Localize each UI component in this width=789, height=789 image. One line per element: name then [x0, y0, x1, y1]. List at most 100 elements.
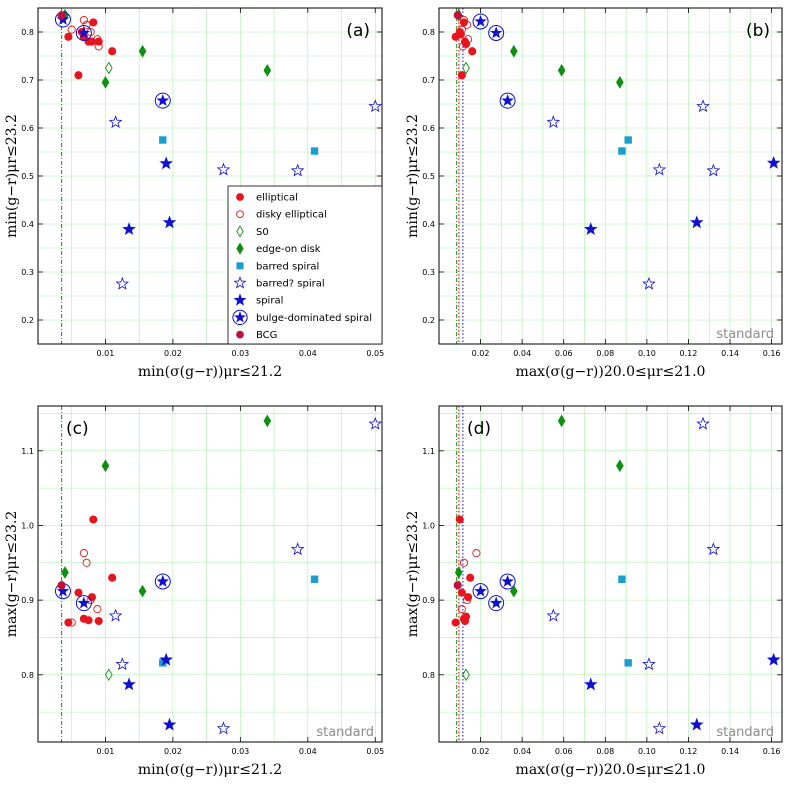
- marker-elliptical: [457, 71, 466, 80]
- marker-barred-spiral: [706, 542, 721, 556]
- marker-barred-spiral: [159, 136, 167, 144]
- marker-bulge-dominated-spiral: [154, 573, 171, 590]
- y-axis-label: min(g−r)μr≤23.2: [4, 114, 20, 238]
- marker-barred-spiral: [310, 575, 319, 583]
- y-tick-label: 1.1: [422, 447, 435, 456]
- marker-bulge-dominated-spiral: [499, 92, 516, 109]
- x-tick-label: 0.04: [299, 747, 317, 756]
- marker-disky-elliptical: [457, 605, 466, 614]
- legend-entry-s0: S0: [236, 225, 269, 238]
- marker-elliptical: [64, 32, 73, 41]
- marker-barred-spiral: [618, 147, 626, 155]
- marker-barred-spiral: [696, 416, 710, 430]
- marker-bulge-dominated-spiral: [472, 583, 489, 600]
- marker-barred-spiral: [624, 136, 632, 144]
- series-disky-elliptical: [67, 549, 102, 627]
- axes-frame: [37, 405, 383, 743]
- marker-disky-elliptical: [472, 549, 481, 558]
- y-tick-label: 0.8: [21, 671, 34, 680]
- marker-spiral: [162, 717, 177, 731]
- series-edge-on-disk: [61, 414, 272, 598]
- marker-s: [104, 61, 113, 75]
- marker-spiral: [766, 155, 781, 169]
- marker-spiral: [583, 222, 598, 236]
- marker-disky-elliptical: [67, 618, 76, 627]
- marker-barred-spiral: [618, 575, 626, 583]
- marker-bulge-dominated-spiral: [75, 24, 92, 41]
- series-bulge-dominated-spiral: [472, 13, 516, 109]
- series-barred-spiral: [546, 99, 721, 290]
- panel-d: 0.02 0.04 0.06 0.08 0.10 0.12 0.14 0.16 0.8 0.9 1.…: [405, 405, 783, 778]
- marker-edge-on-disk: [61, 566, 69, 579]
- series-bcg: [57, 11, 66, 20]
- y-tick-label: 0.8: [21, 28, 34, 37]
- marker-barred-spiral: [652, 162, 667, 176]
- marker-spiral: [159, 156, 173, 170]
- marker-spiral: [689, 717, 704, 731]
- panel-a: 0.01 0.02 0.03 0.04 0.05 0.2 0.3 0.4 0.5 0.6 0.7 0.…: [4, 7, 384, 380]
- x-tick-label: 0.10: [638, 349, 656, 358]
- marker-bcg: [236, 330, 244, 339]
- legend-label: barred spiral: [256, 261, 319, 272]
- x-tick-label: 0.02: [472, 747, 490, 756]
- panel-label: (a): [346, 21, 370, 41]
- marker-disky-elliptical: [82, 20, 91, 29]
- marker-barred-spiral: [624, 659, 632, 667]
- x-tick-label: 0.08: [596, 747, 614, 756]
- marker-s: [104, 668, 113, 682]
- marker-elliptical: [466, 573, 475, 582]
- x-tick-label: 0.02: [164, 349, 182, 358]
- series-elliptical: [451, 18, 477, 80]
- marker-edge-on-disk: [101, 76, 110, 89]
- y-tick-label: 0.6: [422, 124, 435, 133]
- series-barred-spiral: [546, 416, 721, 735]
- marker-edge-on-disk: [236, 242, 244, 255]
- marker-barred-spiral: [696, 99, 710, 113]
- marker-barred-spiral: [652, 721, 667, 735]
- standard-annotation: standard: [316, 725, 374, 740]
- series-disky-elliptical: [67, 15, 103, 51]
- marker-bulge-dominated-spiral: [154, 92, 171, 109]
- marker-s: [462, 61, 470, 75]
- marker-barred-spiral: [368, 416, 383, 430]
- marker-elliptical: [468, 47, 477, 56]
- marker-edge-on-disk: [101, 459, 110, 473]
- plot-area: [38, 406, 382, 742]
- marker-disky-elliptical: [94, 42, 103, 51]
- legend-label: edge-on disk: [256, 244, 321, 255]
- marker-spiral: [689, 215, 704, 229]
- marker-edge-on-disk: [138, 44, 147, 58]
- standard-annotation: standard: [716, 725, 774, 740]
- marker-barred-spiral: [310, 147, 319, 155]
- x-tick-label: 0.06: [555, 747, 573, 756]
- marker-elliptical: [74, 588, 83, 597]
- marker-elliptical: [108, 47, 117, 56]
- marker-disky-elliptical: [463, 20, 472, 29]
- y-tick-label: 0.3: [422, 268, 435, 277]
- marker-bcg: [453, 11, 462, 20]
- series-spiral: [583, 652, 781, 731]
- marker-elliptical: [456, 30, 465, 39]
- marker-disky-elliptical: [458, 42, 467, 51]
- y-tick-label: 0.5: [21, 172, 34, 181]
- panel-b: 0.02 0.04 0.06 0.08 0.10 0.12 0.14 0.16 0.2 0.3 0.…: [405, 7, 783, 380]
- marker-edge-on-disk: [510, 44, 518, 58]
- y-tick-label: 0.8: [422, 28, 435, 37]
- marker-elliptical: [455, 515, 464, 524]
- y-tick-label: 0.7: [21, 76, 34, 85]
- marker-barred-spiral: [216, 162, 231, 176]
- series-s0: [462, 61, 470, 75]
- axes-frame: [438, 405, 783, 743]
- marker-elliptical: [89, 18, 98, 27]
- series-disky-elliptical: [457, 549, 481, 614]
- y-tick-label: 1.0: [21, 521, 34, 530]
- marker-edge-on-disk: [138, 584, 147, 598]
- marker-edge-on-disk: [510, 584, 518, 598]
- y-tick-label: 0.3: [21, 268, 34, 277]
- legend-label: barred? spiral: [256, 279, 325, 290]
- marker-bulge-dominated-spiral: [499, 573, 516, 590]
- y-axis-label: max(g−r)μr≤23.2: [4, 511, 20, 638]
- x-tick-label: 0.03: [231, 349, 249, 358]
- y-tick-label: 0.9: [21, 596, 34, 605]
- marker-spiral: [766, 652, 781, 666]
